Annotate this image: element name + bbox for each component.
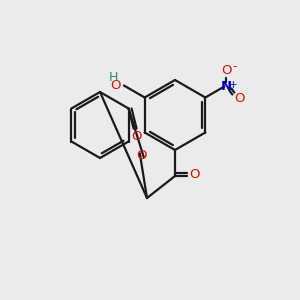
- Text: O: O: [110, 79, 121, 92]
- Text: -: -: [232, 60, 237, 73]
- Text: O: O: [221, 64, 232, 77]
- Text: H: H: [109, 71, 119, 84]
- Text: N: N: [221, 80, 232, 93]
- Text: O: O: [136, 149, 147, 162]
- Text: O: O: [131, 130, 142, 143]
- Text: O: O: [234, 92, 244, 105]
- Text: +: +: [229, 80, 238, 91]
- Text: O: O: [189, 169, 199, 182]
